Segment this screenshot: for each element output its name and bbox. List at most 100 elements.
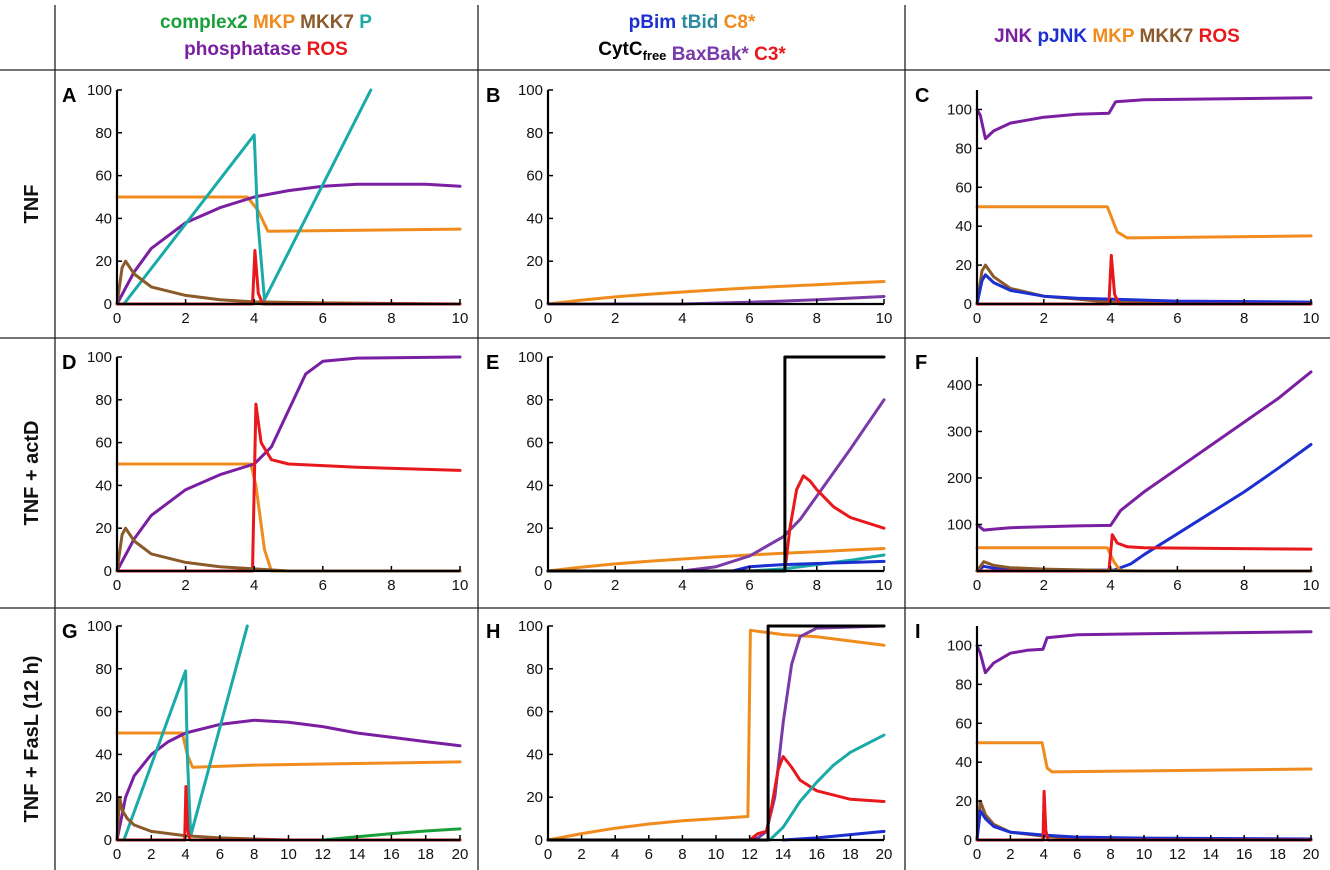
x-tick-label: 0	[973, 577, 981, 594]
series-group	[115, 355, 462, 573]
header-species-label: CytC	[598, 39, 643, 60]
header-species-label: pJNK	[1032, 26, 1087, 47]
x-tick-label: 4	[678, 310, 686, 327]
panel-letter: E	[486, 352, 499, 374]
x-tick-label: 8	[250, 846, 258, 863]
y-tick-label: 60	[526, 704, 543, 721]
x-tick-label: 20	[876, 846, 893, 863]
series-line-phosphatase	[115, 718, 462, 842]
x-tick-label: 8	[1106, 846, 1114, 863]
y-tick-label: 60	[95, 704, 112, 721]
series-line-pjnk	[975, 809, 1313, 842]
y-tick-label: 40	[526, 477, 543, 494]
y-tick-label: 0	[964, 296, 972, 313]
x-tick-label: 10	[876, 577, 893, 594]
x-tick-label: 6	[216, 846, 224, 863]
x-tick-label: 16	[1236, 846, 1253, 863]
y-tick-label: 20	[526, 253, 543, 270]
chart-panel-h: 0 2 4 6 8 10 12 14 16 18 20 0 20 40 60 80 100 H	[486, 618, 892, 863]
x-tick-label: 10	[708, 846, 725, 863]
header-species-label: MKP	[248, 12, 296, 33]
y-tick-label: 0	[535, 563, 543, 580]
y-tick-label: 0	[104, 563, 112, 580]
panel-letter: H	[486, 621, 500, 643]
x-tick-label: 14	[775, 846, 792, 863]
x-tick-label: 0	[113, 310, 121, 327]
y-tick-label: 20	[95, 789, 112, 806]
series-line-jnk	[975, 370, 1313, 532]
y-tick-label: 40	[526, 210, 543, 227]
y-tick-label: 20	[526, 520, 543, 537]
x-tick-label: 2	[611, 310, 619, 327]
x-tick-label: 20	[1303, 846, 1320, 863]
x-tick-label: 14	[1202, 846, 1219, 863]
series-line-mkk7	[115, 526, 462, 573]
series-line-mkk7	[975, 560, 1313, 573]
y-tick-label: 100	[518, 82, 543, 99]
series-group	[975, 630, 1313, 842]
x-tick-label: 10	[1303, 310, 1320, 327]
x-tick-label: 10	[280, 846, 297, 863]
header-line: phosphatase ROS	[184, 39, 348, 60]
y-tick-label: 20	[95, 253, 112, 270]
y-tick-label: 40	[955, 218, 972, 235]
x-tick-label: 8	[813, 310, 821, 327]
x-tick-label: 0	[973, 310, 981, 327]
header-species-label: tBid	[676, 12, 718, 33]
x-tick-label: 6	[319, 577, 327, 594]
x-tick-label: 8	[387, 310, 395, 327]
header-species-label: ROS	[301, 39, 347, 60]
series-line-phosphatase	[115, 355, 462, 573]
header-species-label: MKK7	[1134, 26, 1193, 47]
y-tick-label: 100	[87, 82, 112, 99]
x-tick-label: 2	[181, 310, 189, 327]
y-tick-label: 80	[526, 125, 543, 142]
x-tick-label: 8	[1240, 310, 1248, 327]
y-tick-label: 200	[947, 470, 972, 487]
series-line-p	[122, 88, 373, 306]
y-tick-label: 60	[526, 435, 543, 452]
x-tick-label: 10	[1136, 846, 1153, 863]
y-tick-label: 0	[104, 832, 112, 849]
y-tick-label: 80	[955, 676, 972, 693]
x-tick-label: 18	[1269, 846, 1286, 863]
y-tick-label: 40	[95, 210, 112, 227]
series-line-c3	[748, 755, 886, 842]
y-tick-label: 60	[95, 435, 112, 452]
x-tick-label: 20	[452, 846, 469, 863]
header-subscript: free	[643, 48, 667, 63]
series-line-p	[122, 624, 249, 842]
series-line-c8	[546, 547, 886, 573]
x-tick-label: 2	[147, 846, 155, 863]
y-tick-label: 100	[518, 349, 543, 366]
series-group	[975, 96, 1313, 306]
y-tick-label: 300	[947, 423, 972, 440]
x-tick-label: 4	[181, 846, 189, 863]
panel-letter: C	[915, 85, 929, 107]
x-tick-label: 4	[1106, 577, 1114, 594]
x-tick-label: 4	[1106, 310, 1114, 327]
header-line: complex2 MKP MKK7 P	[160, 12, 372, 33]
y-tick-label: 40	[95, 477, 112, 494]
series-line-mkp	[975, 205, 1313, 240]
x-tick-label: 18	[842, 846, 859, 863]
y-tick-label: 40	[526, 746, 543, 763]
chart-panel-f: 0 2 4 6 8 10 100 200 300 400 F	[915, 352, 1319, 594]
y-tick-label: 20	[526, 789, 543, 806]
row-label: TNF + actD	[21, 420, 43, 525]
panel-letter: G	[62, 621, 78, 643]
series-line-mkp	[115, 731, 462, 769]
x-tick-label: 18	[417, 846, 434, 863]
x-tick-label: 10	[452, 310, 469, 327]
x-tick-label: 6	[745, 310, 753, 327]
y-tick-label: 80	[95, 661, 112, 678]
series-line-mkp	[115, 195, 462, 233]
header-species-label: P	[354, 12, 372, 33]
x-tick-label: 10	[876, 310, 893, 327]
y-tick-label: 0	[964, 832, 972, 849]
series-line-cytcfree	[546, 355, 886, 573]
series-line-mkk7	[115, 259, 462, 306]
x-tick-label: 2	[1040, 310, 1048, 327]
series-line-c8	[546, 280, 886, 306]
